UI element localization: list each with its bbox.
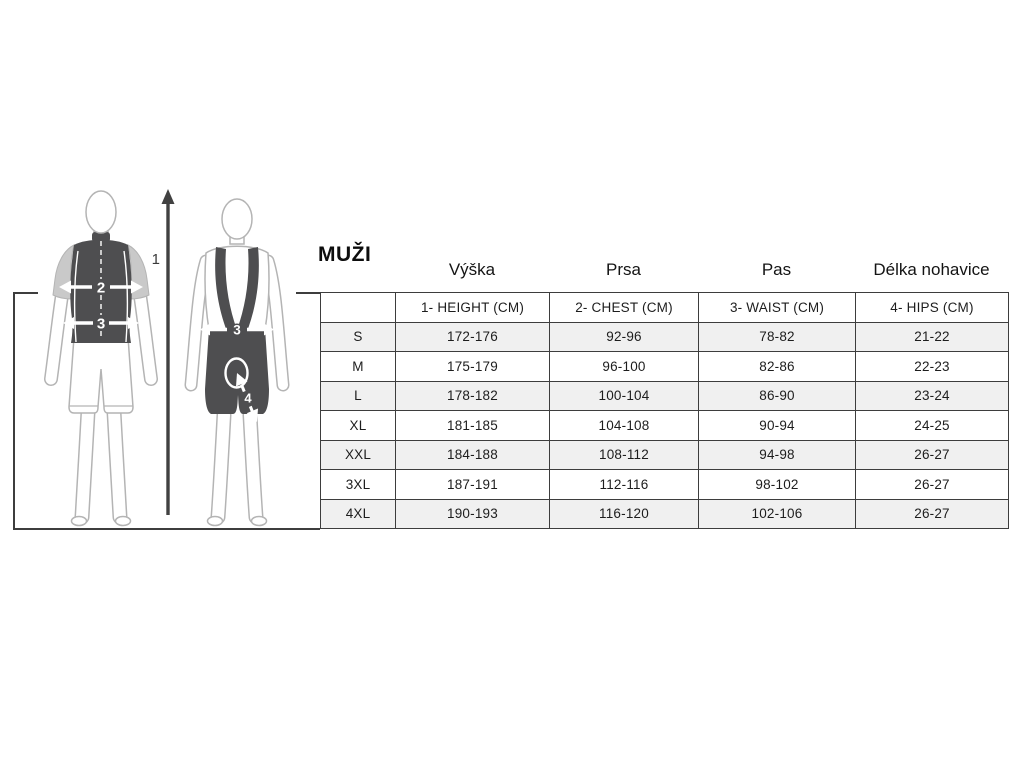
left-foot [206, 515, 224, 527]
chest-cell: 100-104 [549, 380, 699, 411]
collar [92, 232, 110, 242]
chest-arrow-label: 2 [97, 280, 105, 297]
size-cell: L [320, 380, 396, 411]
jersey-waist-arrow-label: 3 [97, 316, 105, 333]
head [221, 198, 253, 240]
hips-cell: 26-27 [855, 469, 1009, 500]
size-cell: S [320, 321, 396, 352]
height-arrow-head [161, 189, 175, 204]
bib-waist-arrow-label: 3 [233, 323, 241, 338]
hips-cell: 26-27 [855, 498, 1009, 529]
hips-cell: 23-24 [855, 380, 1009, 411]
height-cell: 175-179 [395, 351, 550, 382]
height-cell: 181-185 [395, 410, 550, 441]
column-label-waist: Pas [761, 260, 792, 279]
jersey-figure: 2 3 [44, 190, 158, 527]
torso [204, 245, 270, 331]
table-header-row: 1- HEIGHT (CM) 2- CHEST (CM) 3- WAIST (C… [320, 292, 1009, 323]
column-label-chest: Prsa [606, 260, 641, 279]
chest-cell: 116-120 [549, 498, 699, 529]
header-waist-cell: 3- WAIST (CM) [698, 292, 856, 323]
head [85, 190, 117, 234]
chest-cell: 104-108 [549, 410, 699, 441]
hips-cell: 22-23 [855, 351, 1009, 382]
table-row: XL 181-185 104-108 90-94 24-25 [320, 410, 1009, 441]
page-title: MUŽI [318, 243, 372, 266]
jersey [70, 239, 132, 343]
waist-cell: 82-86 [698, 351, 856, 382]
frame-tick-right [296, 292, 322, 294]
size-cell: XL [320, 410, 396, 441]
bib-waist-arrow: 3 [200, 321, 274, 339]
bib-shorts-figure: 4 3 [184, 198, 290, 527]
chest-cell: 92-96 [549, 321, 699, 352]
height-cell: 187-191 [395, 469, 550, 500]
bib-shorts [205, 328, 269, 414]
bib-strap-right [237, 247, 259, 334]
size-cell: 3XL [320, 469, 396, 500]
right-foot [114, 515, 132, 527]
size-cell: 4XL [320, 498, 396, 529]
chest-cell: 108-112 [549, 439, 699, 470]
chest-cell: 112-116 [549, 469, 699, 500]
hips-cell: 26-27 [855, 439, 1009, 470]
white-shorts [68, 336, 134, 414]
inseam-circle [224, 357, 249, 389]
inseam-arrow: 4 [236, 373, 258, 422]
size-cell: M [320, 351, 396, 382]
waist-cell: 90-94 [698, 410, 856, 441]
table-row: XXL 184-188 108-112 94-98 26-27 [320, 439, 1009, 470]
height-cell: 184-188 [395, 439, 550, 470]
header-height-cell: 1- HEIGHT (CM) [395, 292, 550, 323]
waist-cell: 78-82 [698, 321, 856, 352]
chest-cell: 96-100 [549, 351, 699, 382]
waist-cell: 86-90 [698, 380, 856, 411]
right-foot [250, 515, 268, 527]
height-cell: 172-176 [395, 321, 550, 352]
header-chest-cell: 2- CHEST (CM) [549, 292, 699, 323]
table-row: M 175-179 96-100 82-86 22-23 [320, 351, 1009, 382]
column-label-height: Výška [448, 260, 496, 279]
table-row: 3XL 187-191 112-116 98-102 26-27 [320, 469, 1009, 500]
height-arrow: 1 [152, 189, 175, 515]
header-hips-cell: 4- HIPS (CM) [855, 292, 1009, 323]
hips-cell: 21-22 [855, 321, 1009, 352]
bib-strap-left [215, 247, 237, 334]
table-row: L 178-182 100-104 86-90 23-24 [320, 380, 1009, 411]
jersey-waist-arrow: 3 [63, 314, 139, 334]
hips-cell: 24-25 [855, 410, 1009, 441]
column-label-leg: Délka nohavice [873, 260, 990, 279]
chest-arrow: 2 [59, 278, 143, 298]
figures-frame [13, 292, 320, 530]
table-row: S 172-176 92-96 78-82 21-22 [320, 321, 1009, 352]
waist-cell: 102-106 [698, 498, 856, 529]
waist-cell: 98-102 [698, 469, 856, 500]
measurement-figures: 2 3 1 [44, 189, 290, 527]
left-foot [70, 515, 88, 527]
size-cell: XXL [320, 439, 396, 470]
inseam-arrow-label: 4 [244, 391, 252, 406]
frame-tick-left [13, 292, 38, 294]
height-cell: 190-193 [395, 498, 550, 529]
header-size-cell [320, 292, 396, 323]
height-cell: 178-182 [395, 380, 550, 411]
height-arrow-label: 1 [152, 251, 160, 268]
table-row: 4XL 190-193 116-120 102-106 26-27 [320, 498, 1009, 529]
waist-cell: 94-98 [698, 439, 856, 470]
size-table: 1- HEIGHT (CM) 2- CHEST (CM) 3- WAIST (C… [320, 292, 1009, 529]
